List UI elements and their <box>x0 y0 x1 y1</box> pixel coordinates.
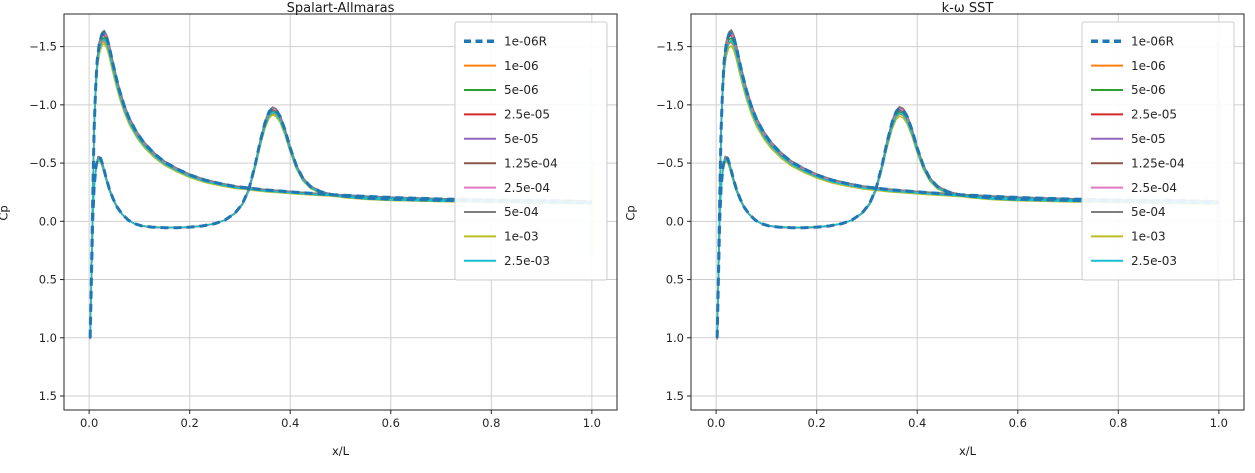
legend-label: 1.25e-04 <box>1131 156 1185 170</box>
x-tick-label: 0.6 <box>382 416 400 430</box>
legend-label: 2.5e-03 <box>1131 254 1177 268</box>
axes-spines <box>690 13 1245 411</box>
legend-box <box>1081 21 1235 281</box>
y-axis-label: Cp <box>623 205 638 221</box>
x-tick-label: 0.2 <box>181 416 199 430</box>
x-tick-label: 1.0 <box>583 416 601 430</box>
x-tick-label: 0.0 <box>80 416 98 430</box>
axes-spines <box>63 13 618 411</box>
x-tick-label: 1.0 <box>1210 416 1228 430</box>
x-tick-label: 0.4 <box>908 416 926 430</box>
x-tick-label: 0.4 <box>281 416 299 430</box>
legend-label: 5e-05 <box>1131 132 1166 146</box>
chart-canvas: 0.0 0.2 0.4 0.6 0.8 1.0 −1.5 −1.0 −0.5 0.0 0.5 1.0 1… <box>656 13 1245 430</box>
legend-label: 5e-04 <box>1131 205 1166 219</box>
chart-title: Spalart-Allmaras <box>286 1 395 16</box>
x-axis-label: x/L <box>331 444 350 458</box>
y-tick-label: 1.0 <box>39 331 57 345</box>
legend-label: 2.5e-04 <box>1131 181 1177 195</box>
y-tick-label: 1.5 <box>39 389 57 403</box>
y-tick-label: 0.5 <box>39 273 57 287</box>
legend: 1e-06R 1e-06 5e-06 2.5e-05 5e-05 1.25e-04 2.5e… <box>1081 21 1235 281</box>
legend-label: 1e-06 <box>504 59 539 73</box>
x-tick-label: 0.8 <box>482 416 500 430</box>
legend-label: 2.5e-05 <box>1131 108 1177 122</box>
y-tick-label: −1.5 <box>656 40 684 54</box>
y-tick-label: 0.0 <box>666 214 684 228</box>
chart-panel-left: Spalart-Allmaras x/L Cp 0.0 0.2 0.4 0.6 0.8 1… <box>0 0 627 473</box>
y-tick-label: −1.0 <box>656 98 684 112</box>
legend-label: 2.5e-04 <box>504 181 550 195</box>
chart-canvas: 0.0 0.2 0.4 0.6 0.8 1.0 −1.5 −1.0 −0.5 0.0 0.5 1.0 1… <box>29 13 618 430</box>
legend: 1e-06R 1e-06 5e-06 2.5e-05 5e-05 1.25e-04 2.5e… <box>454 21 608 281</box>
legend-label: 2.5e-05 <box>504 108 550 122</box>
y-tick-label: 1.5 <box>666 389 684 403</box>
x-tick-label: 0.8 <box>1109 416 1127 430</box>
legend-label: 1e-06R <box>1131 34 1174 48</box>
x-axis-label: x/L <box>958 444 977 458</box>
y-tick-label: −0.5 <box>29 156 57 170</box>
legend-label: 1e-03 <box>504 230 539 244</box>
y-tick-label: −1.5 <box>29 40 57 54</box>
legend-label: 5e-06 <box>504 83 539 97</box>
x-tick-label: 0.6 <box>1009 416 1027 430</box>
x-tick-label: 0.2 <box>808 416 826 430</box>
y-tick-label: 1.0 <box>666 331 684 345</box>
legend-label: 5e-06 <box>1131 83 1166 97</box>
x-tick-label: 0.0 <box>707 416 725 430</box>
y-tick-label: −0.5 <box>656 156 684 170</box>
legend-label: 5e-04 <box>504 205 539 219</box>
chart-title: k-ω SST <box>941 1 994 16</box>
y-tick-label: 0.5 <box>666 273 684 287</box>
legend-box <box>454 21 608 281</box>
y-axis-label: Cp <box>0 205 11 221</box>
chart-panel-right: k-ω SST x/L Cp 0.0 0.2 0.4 0.6 0.8 1.0 −1.5 −1.… <box>623 0 1254 473</box>
series-line-1e-06R <box>715 31 1219 338</box>
legend-label: 1e-06 <box>1131 59 1166 73</box>
legend-label: 1e-03 <box>1131 230 1166 244</box>
legend-label: 5e-05 <box>504 132 539 146</box>
y-tick-label: −1.0 <box>29 98 57 112</box>
legend-label: 1.25e-04 <box>504 156 558 170</box>
series-line-1e-06R <box>88 31 592 338</box>
legend-label: 2.5e-03 <box>504 254 550 268</box>
legend-label: 1e-06R <box>504 34 547 48</box>
y-tick-label: 0.0 <box>39 214 57 228</box>
